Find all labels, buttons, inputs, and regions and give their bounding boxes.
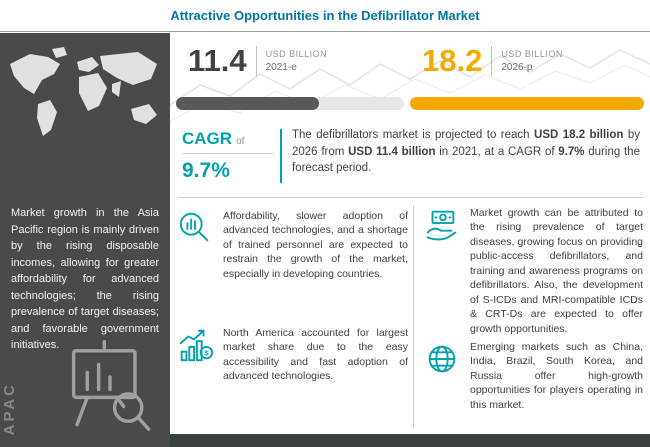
stat-divider <box>491 45 493 76</box>
summary-part3: in 2021, at a CAGR of <box>435 145 559 158</box>
summary-part1: The defibrillators market is projected t… <box>292 129 535 141</box>
world-map-graphic <box>10 47 157 136</box>
summary-bold1: USD 18.2 billion <box>534 129 624 141</box>
hand-money-icon <box>423 206 461 249</box>
cagr-of: of <box>236 136 245 147</box>
stat-2021-value: 11.4 <box>188 43 247 78</box>
sidebar: Market growth in the Asia Pacific region… <box>0 33 170 447</box>
stat-2021: 11.4 USD BILLION 2021-e <box>188 45 327 76</box>
summary-bold2: USD 11.4 billion <box>348 145 436 158</box>
svg-text:$: $ <box>204 348 209 357</box>
horizontal-divider <box>178 197 644 198</box>
stat-2026-value: 18.2 <box>422 43 483 78</box>
bar-2026-track <box>410 97 644 110</box>
summary-paragraph: The defibrillators market is projected t… <box>292 127 640 177</box>
summary-part4: during the forecast period. <box>292 145 640 175</box>
presentation-magnifier-icon <box>64 336 156 441</box>
stat-2026: 18.2 USD BILLION 2026-p <box>422 45 563 76</box>
insight-text: North America accounted for largest mark… <box>223 327 408 383</box>
summary-part2: by 2026 from <box>292 129 641 158</box>
cagr-block: CAGR of 9.7% <box>182 129 274 183</box>
cagr-divider <box>280 129 282 183</box>
main-panel: 11.4 USD BILLION 2021-e 18.2 USD BILLION… <box>170 33 650 434</box>
insight-restraints: Affordability, slower adoption of advanc… <box>176 209 408 281</box>
sidebar-paragraph: Market growth in the Asia Pacific region… <box>11 207 159 351</box>
header: Attractive Opportunities in the Defibril… <box>0 0 650 32</box>
insight-north-america: $ North America accounted for largest ma… <box>176 326 408 384</box>
growth-chart-dollar-icon: $ <box>176 326 214 369</box>
stat-2026-year: 2026-p <box>501 61 533 73</box>
region-label: APAC <box>1 381 18 435</box>
magnifier-chart-icon <box>176 209 214 252</box>
stat-2026-unit: USD BILLION <box>501 48 563 59</box>
bar-2021-fill <box>176 97 319 110</box>
footer-bar <box>170 434 650 447</box>
stat-2021-year: 2021-e <box>265 61 297 73</box>
stat-2021-unit: USD BILLION <box>265 48 328 59</box>
cagr-rule <box>182 153 274 154</box>
insight-growth-drivers: Market growth can be attributed to the r… <box>423 206 643 336</box>
insight-text: Affordability, slower adoption of advanc… <box>223 210 408 280</box>
insight-emerging-markets: Emerging markets such as China, India, B… <box>423 340 643 412</box>
insight-text: Market growth can be attributed to the r… <box>470 207 643 335</box>
world-map <box>0 39 170 199</box>
summary-bold3: 9.7% <box>558 145 585 158</box>
insight-text: Emerging markets such as China, India, B… <box>470 341 643 411</box>
bar-2026-fill <box>410 97 644 110</box>
stat-divider <box>255 45 257 76</box>
cagr-value: 9.7% <box>182 159 230 182</box>
cagr-label: CAGR <box>182 129 233 148</box>
globe-icon <box>423 340 461 383</box>
column-divider <box>413 205 414 428</box>
page-title: Attractive Opportunities in the Defibril… <box>170 8 480 23</box>
bar-2021-track <box>176 97 404 110</box>
